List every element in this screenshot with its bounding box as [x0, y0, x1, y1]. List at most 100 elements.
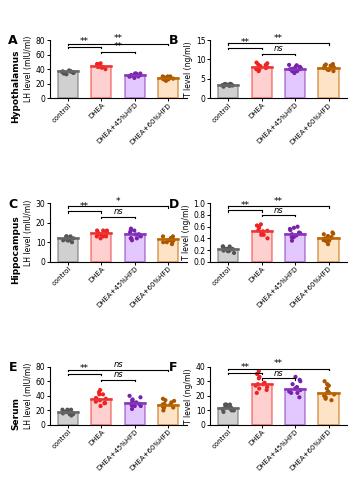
Point — [61, 70, 67, 78]
Point — [227, 82, 232, 90]
Point — [165, 76, 171, 84]
Point — [292, 69, 297, 77]
Point — [256, 67, 262, 75]
Point — [287, 226, 293, 234]
Point — [162, 402, 167, 409]
Point — [297, 63, 303, 71]
Point — [96, 62, 102, 70]
Point — [64, 232, 69, 240]
Point — [221, 245, 227, 253]
Point — [100, 63, 105, 71]
Point — [103, 395, 109, 403]
Point — [94, 60, 100, 68]
Point — [99, 64, 104, 72]
Point — [263, 64, 269, 72]
Point — [97, 396, 103, 404]
Point — [65, 408, 71, 416]
Point — [160, 72, 166, 80]
Point — [227, 246, 233, 254]
Point — [64, 70, 69, 78]
Point — [129, 402, 135, 409]
Point — [265, 234, 270, 242]
Point — [161, 406, 166, 414]
Point — [253, 382, 258, 390]
Point — [169, 240, 175, 248]
Point — [220, 242, 225, 250]
Point — [167, 400, 173, 408]
Point — [330, 60, 336, 68]
Text: ns: ns — [113, 208, 123, 216]
Point — [136, 72, 141, 80]
Point — [221, 82, 226, 90]
Point — [295, 222, 301, 230]
Point — [229, 81, 235, 89]
Point — [264, 383, 270, 391]
Point — [66, 66, 72, 74]
Point — [129, 405, 135, 413]
Point — [324, 238, 329, 246]
Point — [129, 399, 135, 407]
Point — [321, 230, 327, 238]
Point — [94, 232, 99, 240]
Point — [327, 64, 333, 72]
Point — [290, 380, 295, 388]
Point — [331, 63, 336, 71]
Point — [256, 226, 261, 234]
Point — [100, 232, 106, 240]
Point — [256, 224, 262, 232]
Point — [286, 61, 292, 69]
Bar — [285, 69, 305, 98]
Point — [289, 236, 295, 244]
Point — [256, 384, 262, 392]
Point — [171, 397, 177, 405]
Point — [325, 232, 331, 240]
Point — [160, 395, 166, 403]
Point — [257, 373, 262, 381]
Point — [62, 408, 68, 416]
Point — [325, 66, 330, 74]
Y-axis label: LH level (mIU/ml): LH level (mIU/ml) — [24, 362, 33, 429]
Point — [254, 58, 259, 66]
Text: ns: ns — [274, 44, 283, 53]
Point — [103, 65, 108, 73]
Point — [161, 76, 166, 84]
Text: **: ** — [80, 364, 89, 374]
Point — [93, 394, 99, 402]
Point — [291, 233, 297, 241]
Text: F: F — [169, 361, 177, 374]
Point — [225, 245, 230, 253]
Bar — [252, 232, 272, 262]
Point — [230, 82, 235, 90]
Point — [321, 235, 327, 243]
Point — [96, 62, 102, 70]
Point — [94, 395, 99, 403]
Point — [64, 234, 70, 242]
Text: *: * — [116, 197, 120, 206]
Point — [165, 72, 170, 80]
Point — [60, 68, 65, 76]
Point — [228, 404, 234, 411]
Point — [293, 373, 298, 381]
Point — [65, 236, 70, 244]
Point — [256, 60, 261, 68]
Point — [63, 408, 69, 416]
Point — [325, 388, 331, 396]
Bar — [319, 68, 338, 98]
Bar — [218, 249, 238, 262]
Point — [263, 63, 269, 71]
Point — [129, 234, 134, 242]
Bar — [91, 399, 112, 425]
Point — [326, 236, 332, 244]
Point — [229, 406, 235, 414]
Point — [323, 60, 329, 68]
Point — [127, 228, 133, 236]
Point — [104, 228, 110, 236]
Point — [128, 226, 133, 234]
Bar — [125, 75, 145, 98]
Point — [103, 232, 109, 240]
Point — [323, 395, 329, 403]
Point — [130, 396, 135, 404]
Point — [127, 72, 132, 80]
Point — [231, 406, 237, 414]
Point — [160, 232, 166, 240]
